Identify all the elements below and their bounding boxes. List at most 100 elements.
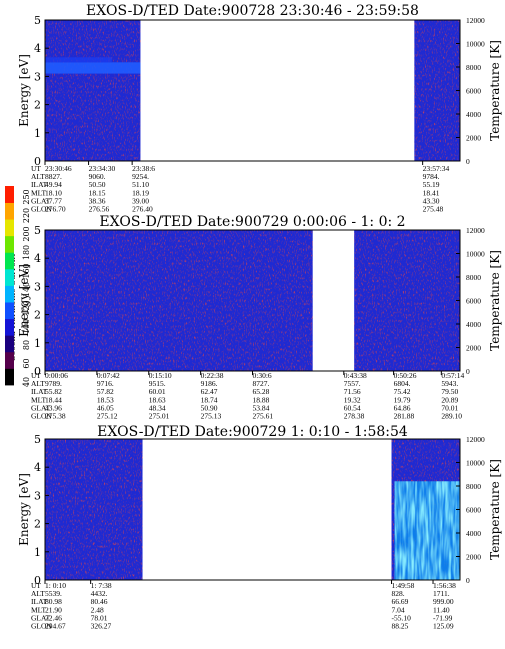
orbit-value: 60.01 [149,387,166,396]
orbit-value: 39.00 [132,196,149,205]
colorbar-tick-label: 40 [22,377,31,387]
orbit-value: 20.89 [441,395,458,404]
orbit-value: 5943. [441,379,458,388]
temperature-axis-label: Temperature [K] [488,459,502,560]
right-tick-label: 2000 [466,553,481,562]
colorbar-tick-label: 250 [22,189,31,204]
colorbar-tick-label: 80 [22,340,31,350]
orbit-value: 2.48 [91,605,104,614]
temperature-axis-label: Temperature [K] [488,40,502,141]
energy-axis-label: Energy [eV] [17,473,31,546]
right-tick-label: 12000 [466,435,485,444]
left-tick-label: 3 [34,280,41,293]
orbit-value: 18.53 [97,395,114,404]
colorbar-swatch [5,252,14,270]
orbit-value: 38.36 [89,196,106,205]
orbit-value: 9186. [201,379,218,388]
orbit-value: 23:30:46 [45,164,72,173]
orbit-value: 78.01 [91,613,108,622]
orbit-value: 5539. [45,589,62,598]
left-tick-label: 4 [34,461,41,474]
orbit-row-label: GLON [31,205,52,214]
orbit-value: 66.69 [392,597,409,606]
orbit-value: 999.00 [433,597,454,606]
orbit-value: 18.74 [201,395,218,404]
warm-region-texture [394,481,460,580]
panel-1: EXOS-D/TED Date:900728 23:30:46 - 23:59:… [17,3,502,214]
right-tick-label: 4000 [466,320,481,329]
orbit-row-label: MLT [31,395,47,404]
orbit-value: 55.19 [423,180,440,189]
left-tick-label: 2 [34,309,41,322]
orbit-value: 18.41 [423,188,440,197]
orbit-value: 23:38:6 [132,164,155,173]
orbit-value: 80.98 [45,597,62,606]
orbit-value: 88.25 [392,622,409,631]
orbit-value: 19.79 [394,395,411,404]
colorbar-tick-label: 60 [22,358,31,368]
orbit-value: 0:50:26 [394,371,417,380]
orbit-value: 0:43:38 [344,371,367,380]
orbit-value: 0:22:38 [201,371,224,380]
colorbar-swatch [5,368,14,386]
right-tick-label: 6000 [466,297,481,306]
orbit-value: 0:00:06 [45,371,68,380]
panel-title: EXOS-D/TED Date:900729 0:00:06 - 1: 0: 2 [99,214,405,230]
orbit-value: 51.10 [132,180,149,189]
orbit-value: 1:56:38 [433,581,456,590]
right-tick-label: 0 [466,576,470,585]
orbit-value: 23:57:34 [423,164,450,173]
orbit-row-label: MLT [31,188,47,197]
colorbar-tick-label: 200 [22,226,31,241]
energy-axis-label: Energy [eV] [17,264,31,337]
right-tick-label: 2000 [466,344,481,353]
orbit-value: 21.90 [45,605,62,614]
orbit-value: 276.40 [132,205,153,214]
orbit-value: 281.88 [394,412,415,421]
orbit-value: 275.61 [253,412,274,421]
colorbar-swatch [5,302,14,320]
orbit-value: -71.99 [433,613,453,622]
orbit-value: 18.63 [149,395,166,404]
orbit-value: 9060. [89,172,106,181]
right-tick-label: 12000 [466,16,485,25]
orbit-value: 289.10 [441,412,462,421]
orbit-value: 294.67 [45,622,66,631]
orbit-row-label: GLAT [31,196,51,205]
spectrogram-texture [45,20,141,161]
orbit-value: 4432. [91,589,108,598]
right-tick-label: 0 [466,367,470,376]
energy-band [45,62,141,74]
orbit-value: 0:30:6 [253,371,272,380]
panel-title: EXOS-D/TED Date:900728 23:30:46 - 23:59:… [86,3,419,19]
left-tick-label: 0 [34,155,41,168]
right-tick-label: 8000 [466,63,481,72]
orbit-value: 75.42 [394,387,411,396]
orbit-value: 65.28 [253,387,270,396]
orbit-value: 1711. [433,589,450,598]
orbit-value: 60.54 [344,403,361,412]
orbit-row-label: GLAT [31,403,51,412]
left-tick-label: 4 [34,252,41,265]
spectrogram-texture [45,439,143,580]
right-tick-label: 4000 [466,110,481,119]
right-tick-label: 6000 [466,506,481,515]
left-tick-label: 5 [34,433,41,446]
orbit-value: 125.09 [433,622,454,631]
left-tick-label: 0 [34,574,41,587]
colorbar-tick-label: 180 [22,245,31,260]
orbit-row-label: GLON [31,412,52,421]
right-tick-label: 8000 [466,482,481,491]
orbit-value: 275.38 [45,412,66,421]
colorbar-swatch [5,335,14,353]
orbit-row-label: ALT [31,589,45,598]
orbit-value: 23:34:30 [89,164,116,173]
orbit-value: 276.70 [45,205,66,214]
orbit-value: 1: 7:38 [91,581,112,590]
right-tick-label: 12000 [466,226,485,235]
orbit-value: 11.40 [433,605,450,614]
orbit-value: 64.86 [394,403,411,412]
orbit-value: 79.50 [441,387,458,396]
orbit-value: 43.30 [423,196,440,205]
orbit-value: 46.05 [97,403,114,412]
